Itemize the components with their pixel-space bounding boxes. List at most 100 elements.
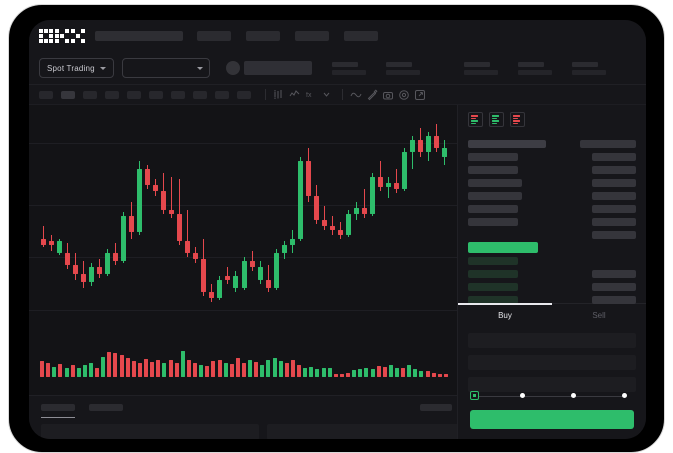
volume-bar (58, 364, 63, 377)
order-amount-field[interactable] (468, 355, 636, 370)
wave-icon[interactable] (349, 88, 362, 101)
orderbook-price-cell (468, 191, 522, 200)
chart-gridline (29, 143, 457, 144)
timeframe-chip-5[interactable] (127, 90, 141, 99)
orderbook-bid-row[interactable] (468, 293, 636, 306)
timeframe-chip-8[interactable] (193, 90, 207, 99)
orderbook-ask-row[interactable] (468, 228, 636, 241)
nav-item-2[interactable] (246, 31, 280, 41)
volume-bar (107, 352, 112, 377)
timeframe-chip-3[interactable] (83, 90, 97, 99)
nav-item-4[interactable] (344, 31, 378, 41)
slider-step-2[interactable] (520, 393, 525, 398)
submit-buy-button[interactable] (470, 410, 634, 429)
app-screen: Spot Trading (29, 20, 646, 439)
orderbook-rows[interactable] (458, 133, 646, 304)
volume-bar (40, 361, 45, 377)
orderbook-ask-row[interactable] (468, 137, 636, 150)
orderbook-size-cell (592, 295, 636, 304)
orderbook-bid-row[interactable] (468, 254, 636, 267)
volume-bar (346, 373, 351, 377)
volume-bar (413, 369, 418, 377)
volume-bar (156, 359, 161, 377)
pair-select[interactable] (121, 58, 210, 78)
volume-bar (52, 366, 57, 377)
timeframe-chip-4[interactable] (105, 90, 119, 99)
pair-coin-avatar (225, 61, 240, 75)
market-stat-last-price (331, 61, 366, 75)
timeframe-chip-9[interactable] (215, 90, 229, 99)
volume-bar (290, 359, 295, 377)
timeframe-chip-1[interactable] (39, 90, 53, 99)
orderbook-price-cell (468, 178, 522, 187)
orders-card-group (41, 424, 485, 439)
volume-bar (131, 361, 136, 377)
tab-buy[interactable]: Buy (458, 303, 552, 326)
tab-order-history[interactable] (89, 404, 123, 411)
stat-label (517, 61, 544, 67)
volume-bar (95, 368, 100, 377)
volume-bar (272, 358, 277, 377)
volume-bar (431, 373, 436, 377)
stat-label (331, 61, 358, 67)
orderbook-ask-row[interactable] (468, 202, 636, 215)
orderbook-ask-row[interactable] (468, 163, 636, 176)
orderbook-ask-row[interactable] (468, 150, 636, 163)
toolbar-divider (265, 89, 266, 100)
toolbar-divider (342, 89, 343, 100)
nav-item-1[interactable] (197, 31, 231, 41)
orderbook-ask-row[interactable] (468, 189, 636, 202)
order-total-field[interactable] (468, 377, 636, 392)
timeframe-chip-2[interactable] (61, 90, 75, 99)
orderbook-last-price-row[interactable] (468, 241, 636, 254)
stat-label (385, 61, 412, 67)
volume-bar (358, 369, 363, 377)
slider-handle[interactable] (470, 391, 479, 400)
slider-step-4[interactable] (622, 393, 627, 398)
trading-mode-selector[interactable]: Spot Trading (39, 58, 114, 78)
nav-item-3[interactable] (295, 31, 329, 41)
slider-step-3[interactable] (571, 393, 576, 398)
line-chart-icon[interactable] (288, 88, 301, 101)
target-icon[interactable] (397, 88, 410, 101)
orderbook-asks-icon[interactable] (510, 112, 525, 127)
stat-label (571, 61, 598, 67)
orderbook-price-cell (468, 295, 518, 304)
volume-bar (266, 359, 271, 377)
orders-card-2[interactable] (267, 424, 485, 439)
volume-bar (339, 374, 344, 377)
volume-bar (315, 369, 320, 377)
stat-value (331, 69, 366, 75)
timeframe-chip-7[interactable] (171, 90, 185, 99)
orderbook-price-cell (468, 217, 518, 226)
order-amount-slider[interactable] (470, 391, 634, 401)
orderbook-both-icon[interactable] (468, 112, 483, 127)
orderbook-bids-icon[interactable] (489, 112, 504, 127)
candlestick-icon[interactable] (272, 88, 285, 101)
tab-sell[interactable]: Sell (592, 311, 606, 320)
orderbook-bid-row[interactable] (468, 280, 636, 293)
order-price-field[interactable] (468, 333, 636, 348)
chevron-down-icon[interactable] (320, 88, 333, 101)
okx-logo[interactable] (39, 29, 85, 43)
timeframe-chip-6[interactable] (149, 90, 163, 99)
fullscreen-icon[interactable] (413, 88, 426, 101)
orderbook-ask-row[interactable] (468, 176, 636, 189)
indicators-icon[interactable]: fx (304, 88, 317, 101)
orderbook-price-cell (468, 204, 518, 213)
tab-open-orders[interactable] (41, 404, 75, 418)
price-chart[interactable] (29, 105, 457, 395)
orders-action-1[interactable] (420, 404, 452, 411)
pair-name-placeholder[interactable] (243, 61, 312, 75)
volume-bar (46, 362, 51, 377)
timeframe-chip-10[interactable] (237, 90, 251, 99)
stat-value (385, 69, 420, 75)
pencil-icon[interactable] (365, 88, 378, 101)
orderbook-bid-row[interactable] (468, 267, 636, 280)
global-search-bar[interactable] (95, 31, 183, 41)
camera-icon[interactable] (381, 88, 394, 101)
chart-gridline (29, 205, 457, 206)
chart-gridline (29, 310, 457, 311)
orderbook-ask-row[interactable] (468, 215, 636, 228)
orders-card-1[interactable] (41, 424, 259, 439)
